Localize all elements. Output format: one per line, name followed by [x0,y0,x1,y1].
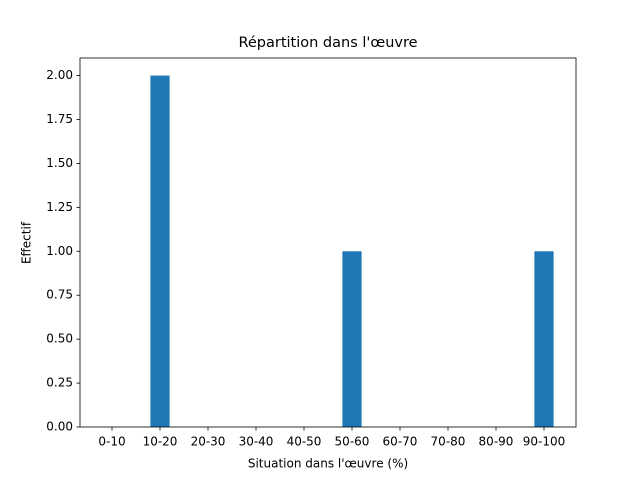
y-tick-label: 0.50 [46,332,73,346]
y-tick-label: 1.50 [46,156,73,170]
bar [342,251,362,427]
y-axis-label: Effectif [20,221,34,264]
plot-frame [79,57,577,428]
x-axis-label: Situation dans l'œuvre (%) [248,457,408,471]
y-tick-label: 0.25 [46,376,73,390]
bar [150,75,170,428]
x-tick-label: 50-60 [335,435,370,449]
x-tick-label: 0-10 [98,435,125,449]
x-tick-label: 30-40 [239,435,274,449]
x-tick-label: 60-70 [383,435,418,449]
bar [534,251,554,427]
x-tick-label: 10-20 [143,435,178,449]
chart-title: Répartition dans l'œuvre [238,35,417,51]
x-tick-label: 70-80 [431,435,466,449]
x-tick-label: 80-90 [479,435,514,449]
x-tick-label: 90-100 [523,435,566,449]
y-tick-label: 2.00 [46,68,73,82]
y-tick-label: 0.75 [46,288,73,302]
y-tick-label: 1.00 [46,244,73,258]
x-tick-label: 20-30 [191,435,226,449]
x-tick-label: 40-50 [287,435,322,449]
y-tick-label: 0.00 [46,420,73,434]
y-tick-label: 1.25 [46,200,73,214]
y-tick-label: 1.75 [46,112,73,126]
